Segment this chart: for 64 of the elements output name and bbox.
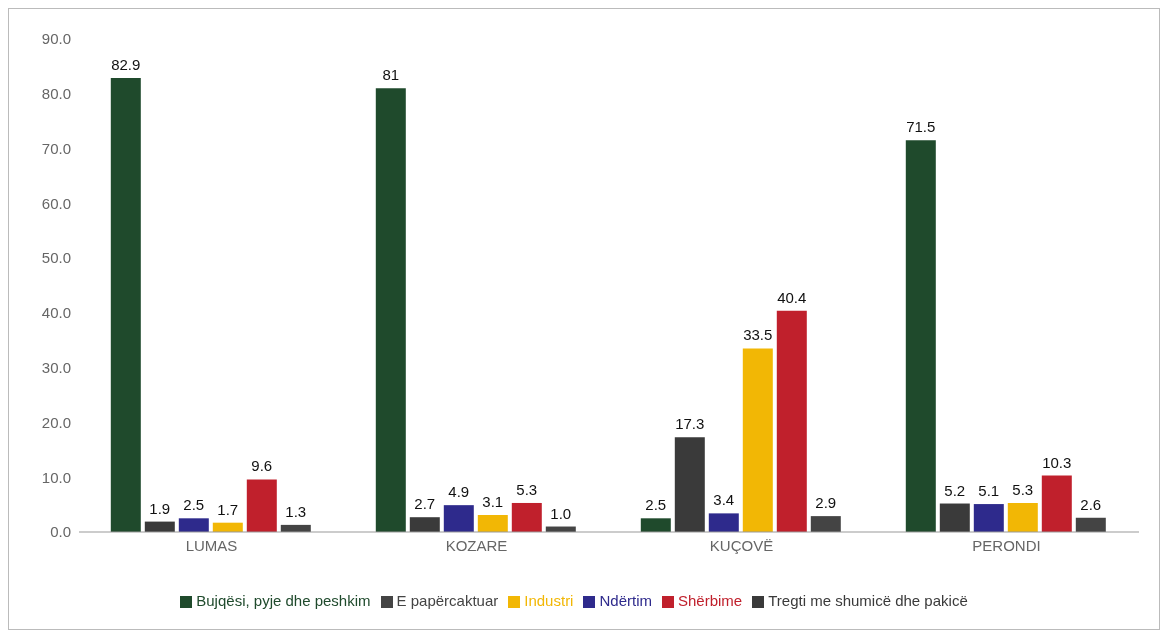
data-label: 2.5 [645, 496, 667, 514]
bar [640, 518, 671, 532]
legend-label: Industri [524, 592, 574, 609]
bar [246, 479, 277, 532]
data-label: 71.5 [906, 118, 936, 136]
data-label: 5.1 [978, 482, 1000, 500]
y-tick-label: 60.0 [41, 194, 71, 212]
legend-label: Bujqësi, pyje dhe peshkim [196, 592, 371, 609]
bar [810, 516, 841, 532]
bar [375, 88, 406, 532]
bar [973, 504, 1004, 532]
y-tick-label: 20.0 [41, 413, 71, 431]
data-label: 1.9 [149, 499, 171, 517]
x-tick-label: LUMAS [185, 536, 238, 554]
data-label: 10.3 [1042, 453, 1072, 471]
bar [742, 348, 773, 532]
bar [110, 77, 141, 532]
y-tick-label: 0.0 [50, 523, 71, 541]
data-label: 5.3 [1012, 480, 1034, 498]
legend-label: E papërcaktuar [396, 592, 499, 609]
data-label: 40.4 [777, 288, 807, 306]
data-label: 5.3 [516, 480, 538, 498]
bar [443, 505, 474, 532]
y-tick-label: 70.0 [41, 139, 71, 157]
bar [776, 310, 807, 532]
data-label: 2.9 [815, 494, 837, 512]
bar [1007, 502, 1038, 532]
bar [939, 503, 970, 532]
data-label: 4.9 [448, 483, 470, 501]
bar [178, 518, 209, 532]
bar [1041, 475, 1072, 532]
data-label: 3.1 [482, 493, 504, 511]
data-label: 2.7 [414, 495, 436, 513]
data-label: 82.9 [111, 55, 141, 73]
bar [905, 140, 936, 532]
y-tick-label: 30.0 [41, 358, 71, 376]
data-label: 2.5 [183, 496, 205, 514]
y-tick-label: 90.0 [41, 30, 71, 48]
data-label: 1.3 [285, 502, 307, 520]
data-label: 3.4 [713, 491, 735, 509]
data-label: 17.3 [675, 415, 705, 433]
data-label: 81 [382, 66, 400, 84]
x-tick-label: KOZARE [445, 536, 508, 554]
bar [674, 437, 705, 532]
y-tick-label: 40.0 [41, 304, 71, 322]
data-label: 1.0 [550, 504, 572, 522]
data-label: 1.7 [217, 500, 239, 518]
data-label: 2.6 [1080, 495, 1102, 513]
legend-label: Ndërtim [599, 592, 652, 609]
bar [511, 502, 542, 532]
data-label: 33.5 [743, 326, 773, 344]
data-label: 9.6 [251, 457, 273, 475]
legend-label: Tregti me shumicë dhe pakicë [768, 592, 968, 609]
x-tick-label: KUÇOVË [709, 536, 774, 554]
bar [1075, 517, 1106, 532]
x-tick-label: PERONDI [972, 536, 1041, 554]
y-tick-label: 10.0 [41, 468, 71, 486]
legend-label: Shërbime [677, 592, 743, 609]
bar [708, 513, 739, 532]
bar [477, 515, 508, 532]
y-tick-label: 50.0 [41, 249, 71, 267]
bar [409, 517, 440, 532]
data-label: 5.2 [944, 481, 966, 499]
y-tick-label: 80.0 [41, 85, 71, 103]
